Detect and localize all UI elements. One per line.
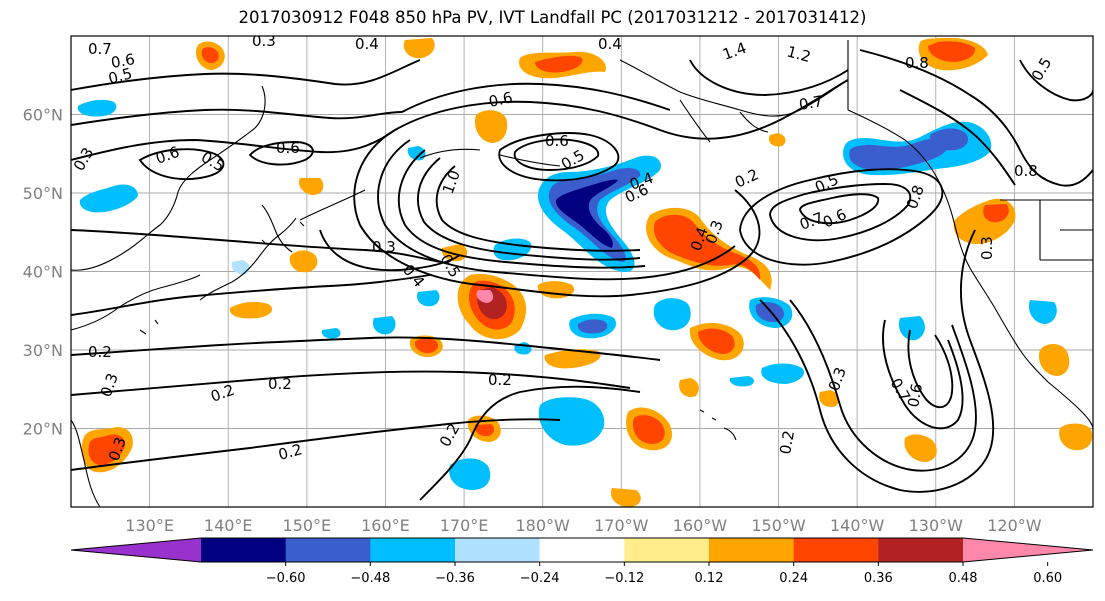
lon-tick-label: 140°W [830,516,885,535]
map-title: 2017030912 F048 850 hPa PV, IVT Landfall… [238,8,867,27]
contour-label: 0.8 [1014,162,1038,180]
colorbar-segment [878,538,964,562]
colorbar-segment [624,538,710,562]
colorbar-extend-min [71,538,201,562]
pv-shading [77,38,1093,507]
contour-label: 0.6 [545,132,569,150]
contour-label: 1.2 [785,42,813,66]
contour-label: 0.3 [978,236,996,260]
coastlines [71,40,1093,507]
colorbar-outline [70,537,1094,563]
lon-tick-label: 160°W [673,516,728,535]
map-frame [70,35,1094,508]
contour-label: 0.2 [88,343,112,361]
lat-tick-label: 30°N [23,341,63,360]
lon-tick-label: 170°W [594,516,649,535]
contour-labels: 0.7 0.3 0.4 0.4 1.4 1.2 0.8 0.5 0.5 0.6 … [71,32,1055,464]
contour-label: 0.4 [598,35,622,53]
lon-tick-label: 150°W [751,516,806,535]
contour-label: 0.2 [776,429,798,456]
colorbar-segment [793,538,879,562]
lon-tick-label: 180°W [516,516,571,535]
colorbar-tick-label: −0.12 [604,571,644,586]
colorbar-tick-label: −0.36 [435,571,475,586]
colorbar-ticks: −0.60 −0.48 −0.36 −0.24 −0.12 0.12 0.24 0.36 0.4… [266,562,1062,586]
contour-label: 0.8 [905,54,929,72]
colorbar-tick-label: 0.48 [949,571,978,586]
colorbar-segment [370,538,456,562]
lon-tick-label: 150°E [283,516,332,535]
colorbar-extend-max [963,538,1093,562]
colorbar-tick-label: −0.60 [266,571,306,586]
colorbar-segment [709,538,795,562]
contour-label: 0.6 [110,50,137,72]
colorbar-tick-label: 0.60 [1033,571,1062,586]
lon-tick-label: 160°E [361,516,410,535]
lon-tick-label: 130°W [909,516,964,535]
colorbar-tick-label: 0.36 [864,571,893,586]
colorbar-tick-label: 0.24 [779,571,808,586]
lon-tick-label: 170°E [440,516,489,535]
colorbar [70,537,1094,563]
lon-tick-label: 140°E [204,516,253,535]
contour-label: 0.3 [372,238,396,256]
contour-label: 0.6 [276,139,300,157]
contour-label: 0.4 [355,35,379,53]
lat-tick-label: 20°N [23,420,63,439]
colorbar-tick-label: −0.24 [520,571,560,586]
colorbar-segment [201,538,287,562]
contour-label: 0.2 [276,440,304,464]
colorbar-segment [285,538,371,562]
contour-label: 0.7 [88,40,112,58]
colorbar-tick-label: −0.48 [350,571,390,586]
lon-tick-label: 130°E [125,516,174,535]
contour-label: 0.6 [487,88,514,111]
contour-label: 0.6 [904,382,926,409]
contour-lines [71,49,1093,501]
lat-tick-label: 40°N [23,263,63,282]
contour-label: 0.3 [252,32,276,50]
colorbar-segment [539,538,625,562]
contour-label: 0.2 [488,371,512,389]
contour-label: 0.5 [106,64,134,88]
colorbar-tick-label: 0.12 [695,571,724,586]
contour-label: 0.2 [268,375,292,393]
contour-label: 0.7 [798,92,825,114]
lat-tick-label: 50°N [23,184,63,203]
lat-tick-label: 60°N [23,106,63,125]
longitude-labels: 130°E 140°E 150°E 160°E 170°E 180°W 170°W 160°W… [125,516,1041,535]
lon-tick-label: 120°W [987,516,1042,535]
colorbar-segment [455,538,541,562]
latitude-labels: 20°N 30°N 40°N 50°N 60°N [23,106,63,439]
